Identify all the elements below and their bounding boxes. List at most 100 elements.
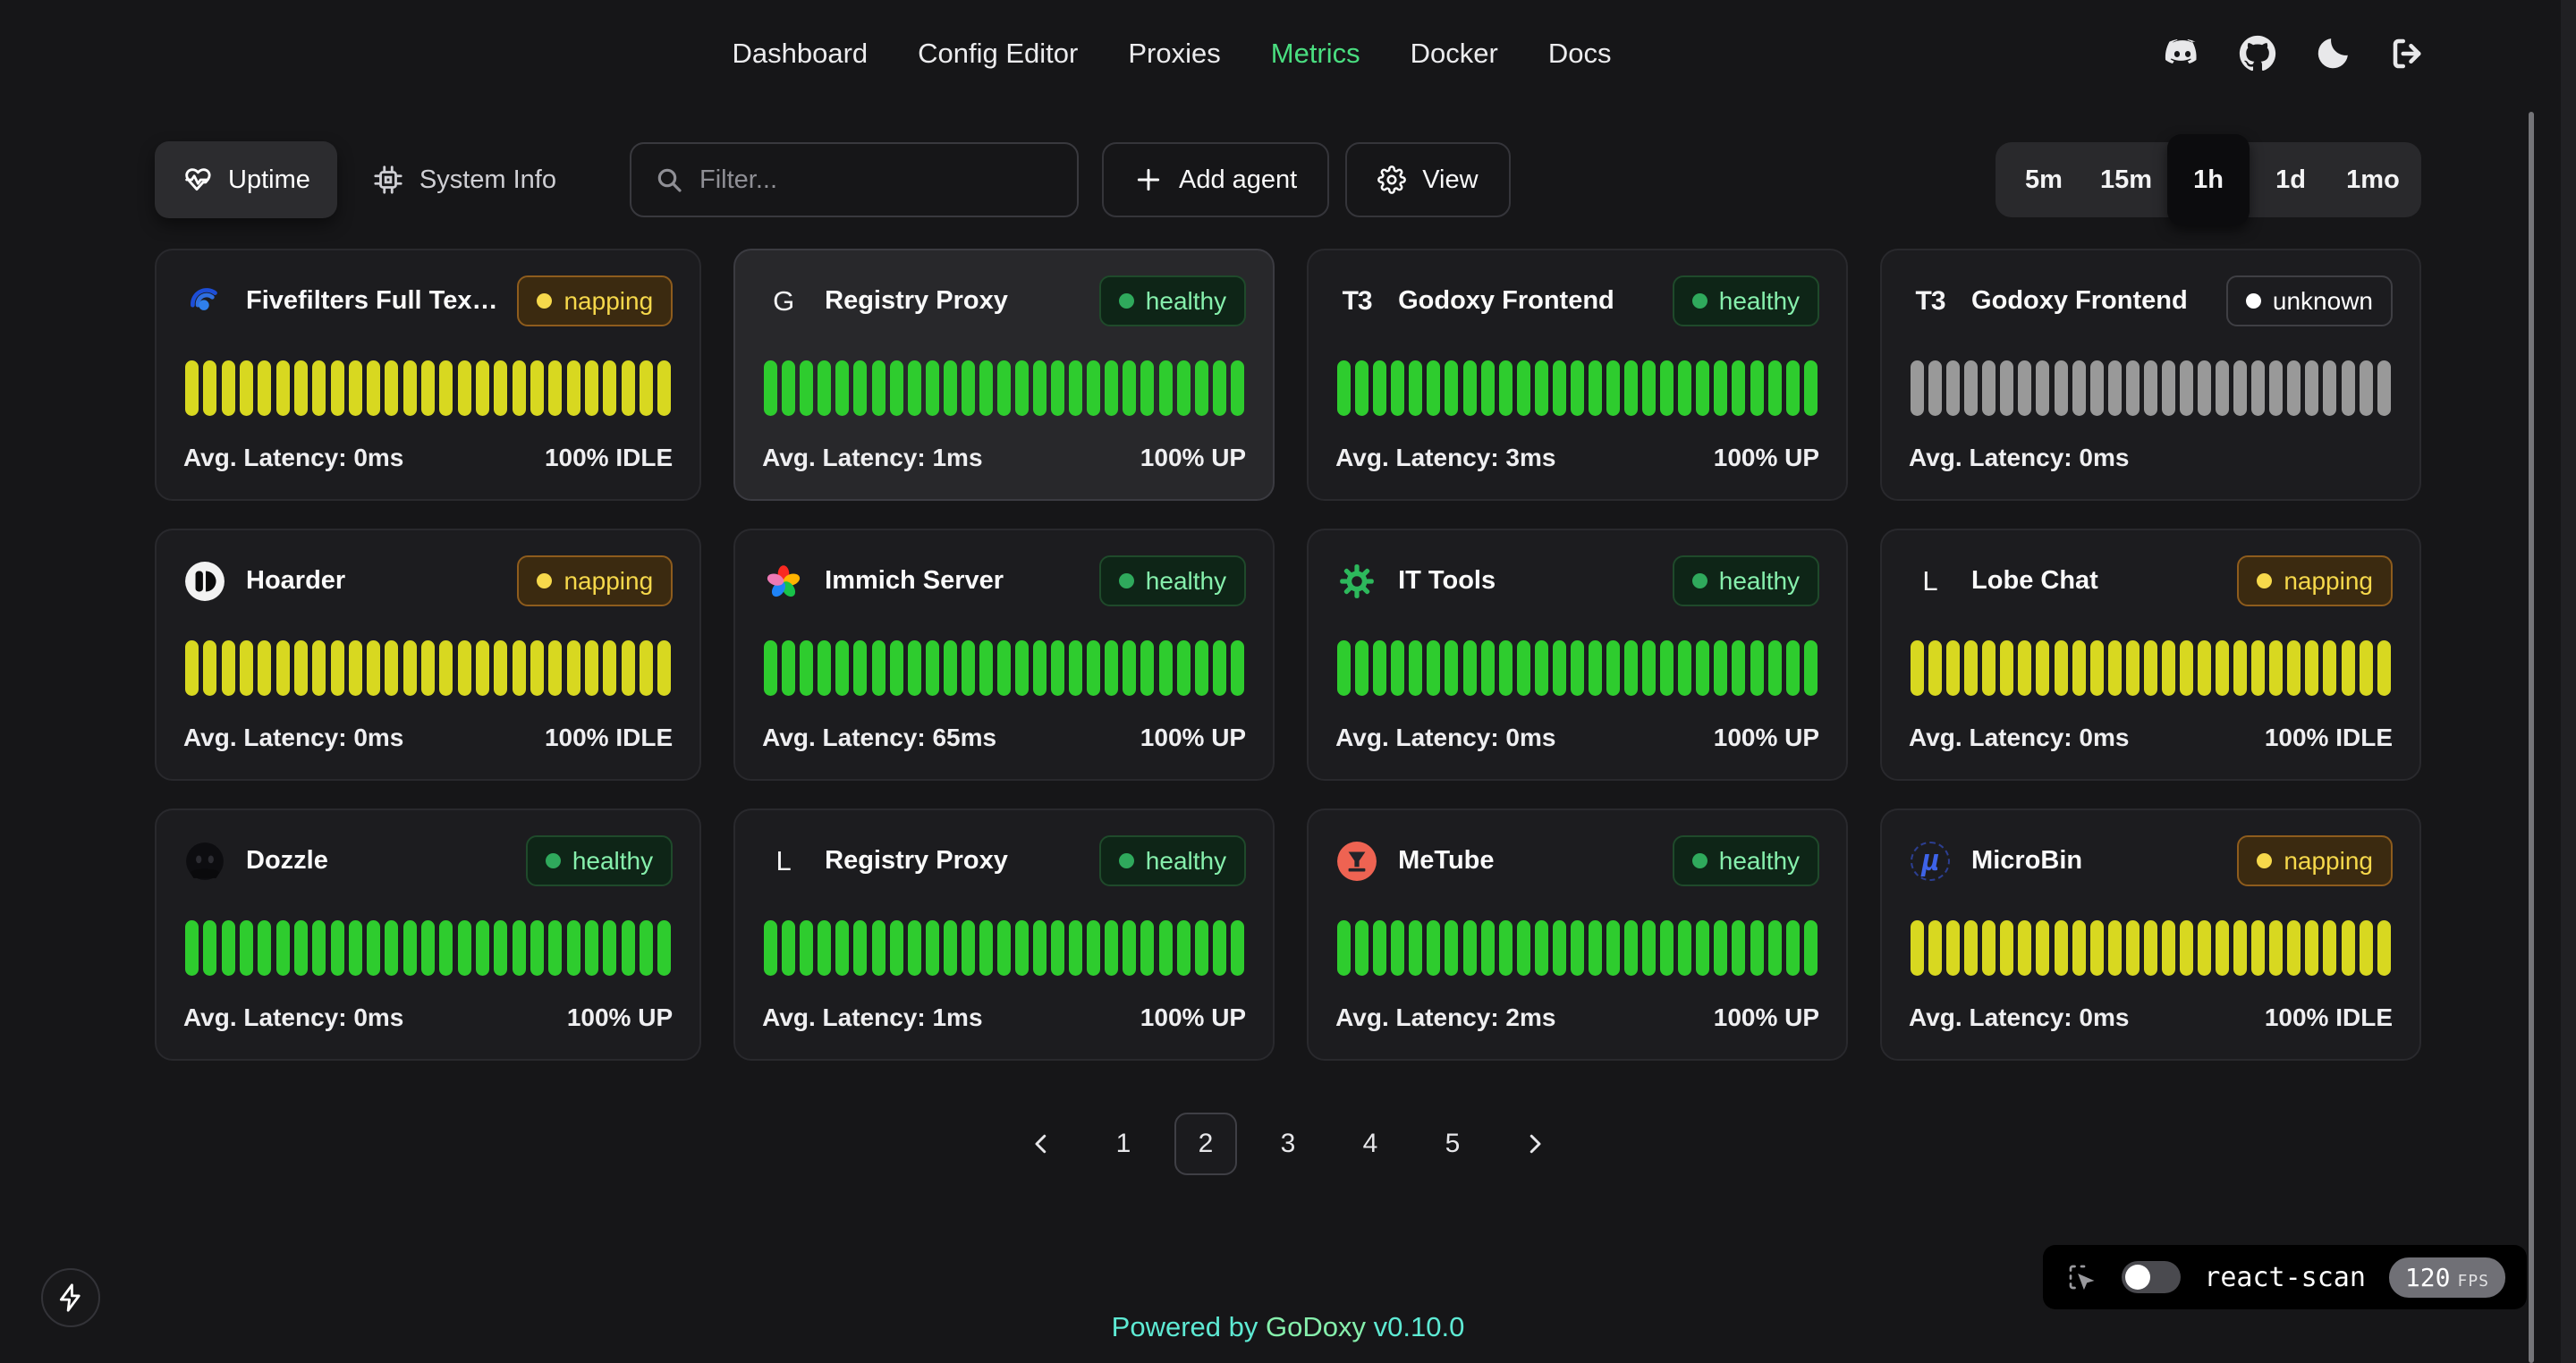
uptime-bar[interactable] bbox=[1158, 919, 1173, 976]
uptime-bar[interactable] bbox=[961, 639, 975, 696]
uptime-bar[interactable] bbox=[1355, 919, 1369, 976]
uptime-bar[interactable] bbox=[2359, 919, 2373, 976]
uptime-bar[interactable] bbox=[1570, 360, 1584, 416]
uptime-bar[interactable] bbox=[1964, 919, 1979, 976]
time-range-1d[interactable]: 1d bbox=[2275, 165, 2306, 194]
uptime-bar[interactable] bbox=[800, 360, 814, 416]
uptime-bar[interactable] bbox=[1606, 360, 1621, 416]
uptime-bar[interactable] bbox=[584, 360, 598, 416]
scrollbar-thumb[interactable] bbox=[2529, 112, 2534, 1363]
uptime-bar[interactable] bbox=[584, 919, 598, 976]
uptime-bar[interactable] bbox=[239, 360, 253, 416]
uptime-bar[interactable] bbox=[1911, 919, 1925, 976]
uptime-bar[interactable] bbox=[1767, 360, 1782, 416]
uptime-bar[interactable] bbox=[2054, 639, 2068, 696]
uptime-bar[interactable] bbox=[566, 919, 580, 976]
uptime-bar[interactable] bbox=[1588, 639, 1602, 696]
uptime-bar[interactable] bbox=[367, 639, 381, 696]
uptime-bar[interactable] bbox=[835, 639, 850, 696]
uptime-bar[interactable] bbox=[2107, 639, 2122, 696]
uptime-bar[interactable] bbox=[2072, 360, 2086, 416]
uptime-bar[interactable] bbox=[1516, 360, 1530, 416]
uptime-bar[interactable] bbox=[2072, 639, 2086, 696]
uptime-bar[interactable] bbox=[1391, 919, 1405, 976]
uptime-bar[interactable] bbox=[2216, 360, 2230, 416]
uptime-bar[interactable] bbox=[439, 360, 453, 416]
nav-item-metrics[interactable]: Metrics bbox=[1270, 38, 1360, 69]
uptime-bar[interactable] bbox=[348, 360, 362, 416]
uptime-bar[interactable] bbox=[1337, 639, 1352, 696]
uptime-bar[interactable] bbox=[1194, 360, 1208, 416]
service-card-fivefilters-full-tex[interactable]: Fivefilters Full Tex… napping Avg. Latency… bbox=[155, 249, 702, 501]
uptime-bar[interactable] bbox=[330, 360, 344, 416]
uptime-bar[interactable] bbox=[2036, 919, 2050, 976]
uptime-bar[interactable] bbox=[961, 360, 975, 416]
uptime-bar[interactable] bbox=[1714, 919, 1728, 976]
uptime-bar[interactable] bbox=[239, 919, 253, 976]
uptime-bar[interactable] bbox=[421, 360, 436, 416]
uptime-bar[interactable] bbox=[1015, 919, 1030, 976]
uptime-bar[interactable] bbox=[1946, 639, 1961, 696]
uptime-bar[interactable] bbox=[2341, 919, 2355, 976]
uptime-bar[interactable] bbox=[1498, 360, 1513, 416]
uptime-bar[interactable] bbox=[1678, 360, 1692, 416]
uptime-bar[interactable] bbox=[2018, 919, 2032, 976]
uptime-bar[interactable] bbox=[348, 639, 362, 696]
uptime-bar[interactable] bbox=[2269, 919, 2284, 976]
uptime-bar[interactable] bbox=[1212, 919, 1226, 976]
uptime-bar[interactable] bbox=[203, 360, 217, 416]
uptime-bar[interactable] bbox=[1732, 919, 1746, 976]
uptime-bar[interactable] bbox=[1570, 639, 1584, 696]
uptime-bar[interactable] bbox=[1337, 360, 1352, 416]
uptime-bar[interactable] bbox=[889, 639, 903, 696]
page-5[interactable]: 5 bbox=[1445, 1129, 1461, 1158]
uptime-bar[interactable] bbox=[1140, 919, 1155, 976]
uptime-bar[interactable] bbox=[584, 639, 598, 696]
uptime-bar[interactable] bbox=[943, 360, 957, 416]
uptime-bar[interactable] bbox=[764, 360, 778, 416]
uptime-bar[interactable] bbox=[1982, 919, 1996, 976]
uptime-bar[interactable] bbox=[1194, 639, 1208, 696]
uptime-bar[interactable] bbox=[996, 639, 1011, 696]
uptime-bar[interactable] bbox=[439, 919, 453, 976]
github-icon[interactable] bbox=[2238, 34, 2277, 73]
uptime-bar[interactable] bbox=[293, 360, 308, 416]
uptime-bar[interactable] bbox=[1534, 360, 1548, 416]
uptime-bar[interactable] bbox=[1588, 360, 1602, 416]
uptime-bar[interactable] bbox=[1624, 360, 1639, 416]
uptime-bar[interactable] bbox=[2089, 360, 2104, 416]
uptime-bar[interactable] bbox=[330, 919, 344, 976]
uptime-bar[interactable] bbox=[1552, 360, 1566, 416]
uptime-bar[interactable] bbox=[457, 919, 471, 976]
uptime-bar[interactable] bbox=[1534, 639, 1548, 696]
uptime-bar[interactable] bbox=[1570, 919, 1584, 976]
uptime-bar[interactable] bbox=[1105, 919, 1119, 976]
uptime-bar[interactable] bbox=[203, 919, 217, 976]
uptime-bar[interactable] bbox=[221, 919, 235, 976]
uptime-bar[interactable] bbox=[2323, 360, 2337, 416]
uptime-bar[interactable] bbox=[603, 639, 617, 696]
uptime-bar[interactable] bbox=[2036, 639, 2050, 696]
uptime-bar[interactable] bbox=[835, 360, 850, 416]
uptime-bar[interactable] bbox=[1767, 639, 1782, 696]
uptime-bar[interactable] bbox=[293, 919, 308, 976]
uptime-bar[interactable] bbox=[621, 919, 635, 976]
uptime-bar[interactable] bbox=[330, 639, 344, 696]
uptime-bar[interactable] bbox=[603, 919, 617, 976]
service-card-registry-proxy[interactable]: L Registry Proxy healthy Avg. Latency: 1ms 1… bbox=[733, 808, 1275, 1061]
uptime-bar[interactable] bbox=[1588, 919, 1602, 976]
uptime-bar[interactable] bbox=[348, 919, 362, 976]
uptime-bar[interactable] bbox=[312, 639, 326, 696]
uptime-bar[interactable] bbox=[1445, 639, 1459, 696]
uptime-bar[interactable] bbox=[943, 919, 957, 976]
uptime-bar[interactable] bbox=[1176, 639, 1191, 696]
uptime-bar[interactable] bbox=[1946, 360, 1961, 416]
uptime-bar[interactable] bbox=[494, 919, 508, 976]
uptime-bar[interactable] bbox=[2125, 639, 2140, 696]
uptime-bar[interactable] bbox=[1176, 919, 1191, 976]
uptime-bar[interactable] bbox=[1445, 360, 1459, 416]
uptime-bar[interactable] bbox=[421, 639, 436, 696]
uptime-bar[interactable] bbox=[979, 639, 993, 696]
uptime-bar[interactable] bbox=[258, 639, 272, 696]
uptime-bar[interactable] bbox=[385, 639, 399, 696]
